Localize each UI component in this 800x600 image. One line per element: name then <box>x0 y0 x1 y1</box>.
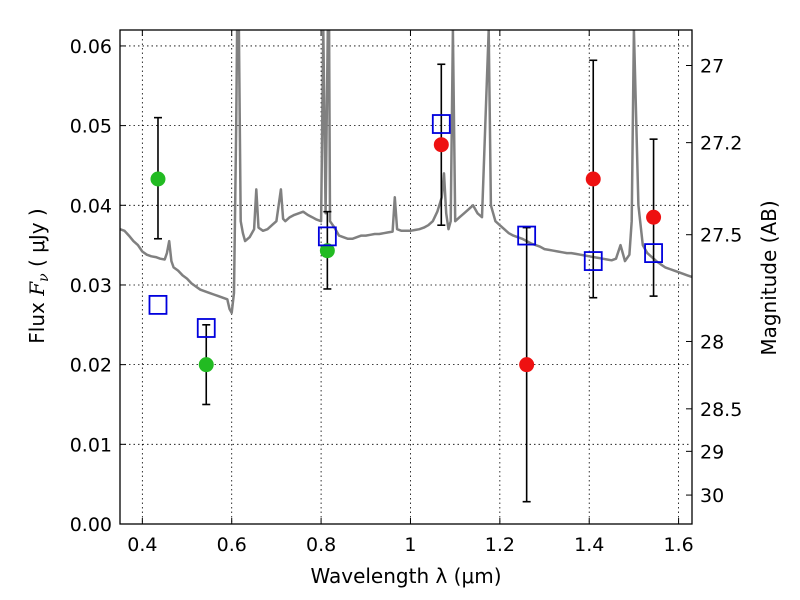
plot-area <box>120 30 692 503</box>
x-tick-label: 1 <box>404 534 416 556</box>
y2-tick-label: 28.5 <box>700 399 742 421</box>
data-point <box>319 243 335 259</box>
y-tick-label: 0.05 <box>70 116 112 138</box>
y-tick-label: 0.02 <box>70 355 112 377</box>
spectrum-line <box>120 30 692 315</box>
x-axis-label: Wavelength λ (μm) <box>310 564 501 588</box>
y2-tick-label: 30 <box>700 485 724 507</box>
y-tick-label: 0.01 <box>70 434 112 456</box>
x-tick-label: 1.4 <box>574 534 604 556</box>
x-tick-label: 0.6 <box>217 534 247 556</box>
y2-tick-label: 29 <box>700 441 724 463</box>
data-point <box>198 357 214 373</box>
y-tick-label: 0.00 <box>70 514 112 536</box>
y2-tick-label: 27.5 <box>700 225 742 247</box>
data-point <box>585 171 601 187</box>
model-point <box>644 243 663 263</box>
y2-tick-label: 27.2 <box>700 133 742 155</box>
data-point <box>646 209 662 225</box>
plot-frame <box>119 29 693 525</box>
x-axis: 0.4 0.6 0.8 1 1.2 1.4 1.6 <box>127 30 694 556</box>
y2-tick-label: 28 <box>700 331 724 353</box>
y-axis-left: 0.00 0.01 0.02 0.03 0.04 0.05 0.06 <box>70 36 126 536</box>
y-tick-label: 0.03 <box>70 275 112 297</box>
x-tick-label: 0.8 <box>306 534 336 556</box>
y2-axis-label: Magnitude (AB) <box>757 200 781 355</box>
y-tick-label: 0.04 <box>70 195 112 217</box>
x-tick-label: 1.2 <box>485 534 515 556</box>
model-point <box>431 114 451 134</box>
y-axis-right: 27 27.2 27.5 28 28.5 29 30 <box>686 56 742 507</box>
x-tick-label: 1.6 <box>663 534 693 556</box>
model-point <box>317 226 337 247</box>
model-point <box>148 294 168 315</box>
model-point <box>196 318 216 338</box>
model-point <box>583 251 603 271</box>
y-axis-label: Flux Fν ( μJy ) <box>25 208 52 343</box>
y-tick-label: 0.06 <box>70 36 112 58</box>
y2-tick-label: 27 <box>700 56 724 78</box>
data-point <box>519 357 535 373</box>
data-point <box>433 137 449 153</box>
data-point <box>150 171 166 187</box>
model-point <box>517 225 537 246</box>
grid-lines <box>120 30 692 525</box>
x-tick-label: 0.4 <box>127 534 157 556</box>
